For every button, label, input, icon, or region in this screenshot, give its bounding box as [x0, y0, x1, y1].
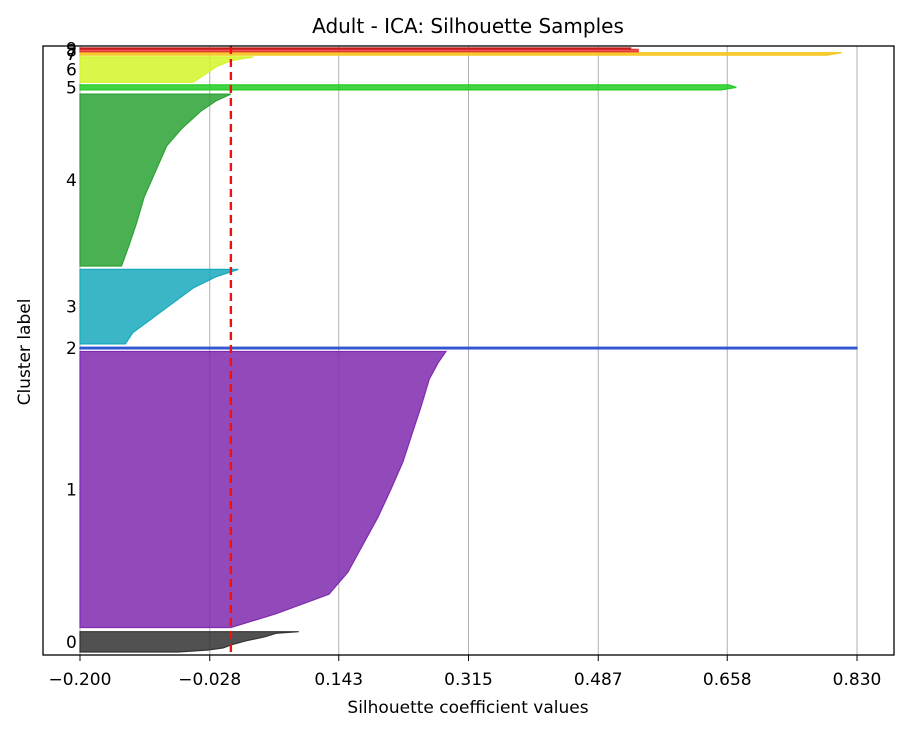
chart-title: Adult - ICA: Silhouette Samples [312, 14, 624, 38]
cluster-label-8: 8 [66, 42, 77, 62]
cluster-label-4: 4 [66, 171, 77, 191]
cluster-5-silhouette [79, 84, 737, 91]
cluster-4-silhouette [79, 93, 232, 267]
cluster-1-silhouette [79, 350, 448, 629]
cluster-label-6: 6 [66, 61, 77, 81]
cluster-label-2: 2 [66, 339, 77, 359]
cluster-silhouettes [79, 47, 858, 653]
cluster-6-silhouette [79, 56, 254, 83]
y-axis-label: Cluster label [15, 299, 35, 406]
x-tick-label-2: 0.143 [314, 670, 363, 690]
x-tick-label-1: −0.028 [178, 670, 241, 690]
cluster-label-7: 7 [66, 45, 77, 65]
x-tick-label-4: 0.487 [574, 670, 623, 690]
cluster-label-9: 9 [66, 39, 77, 59]
x-axis-label: Silhouette coefficient values [347, 698, 588, 718]
cluster-label-5: 5 [66, 78, 77, 98]
cluster-9-silhouette [79, 47, 632, 50]
cluster-label-1: 1 [66, 480, 77, 500]
cluster-label-3: 3 [66, 298, 77, 318]
cluster-label-0: 0 [66, 633, 77, 653]
x-tick-label-3: 0.315 [444, 670, 493, 690]
x-axis-ticks: −0.200 −0.028 0.143 0.315 0.487 0.658 0.830 [49, 655, 882, 690]
x-tick-label-6: 0.830 [833, 670, 882, 690]
cluster-2-silhouette [79, 346, 858, 350]
cluster-8-silhouette [79, 48, 639, 53]
x-tick-label-0: −0.200 [49, 670, 112, 690]
x-tick-label-5: 0.658 [703, 670, 752, 690]
cluster-7-silhouette [79, 52, 842, 56]
cluster-0-silhouette [79, 631, 299, 653]
grid-lines [79, 46, 858, 655]
cluster-3-silhouette [79, 268, 239, 345]
